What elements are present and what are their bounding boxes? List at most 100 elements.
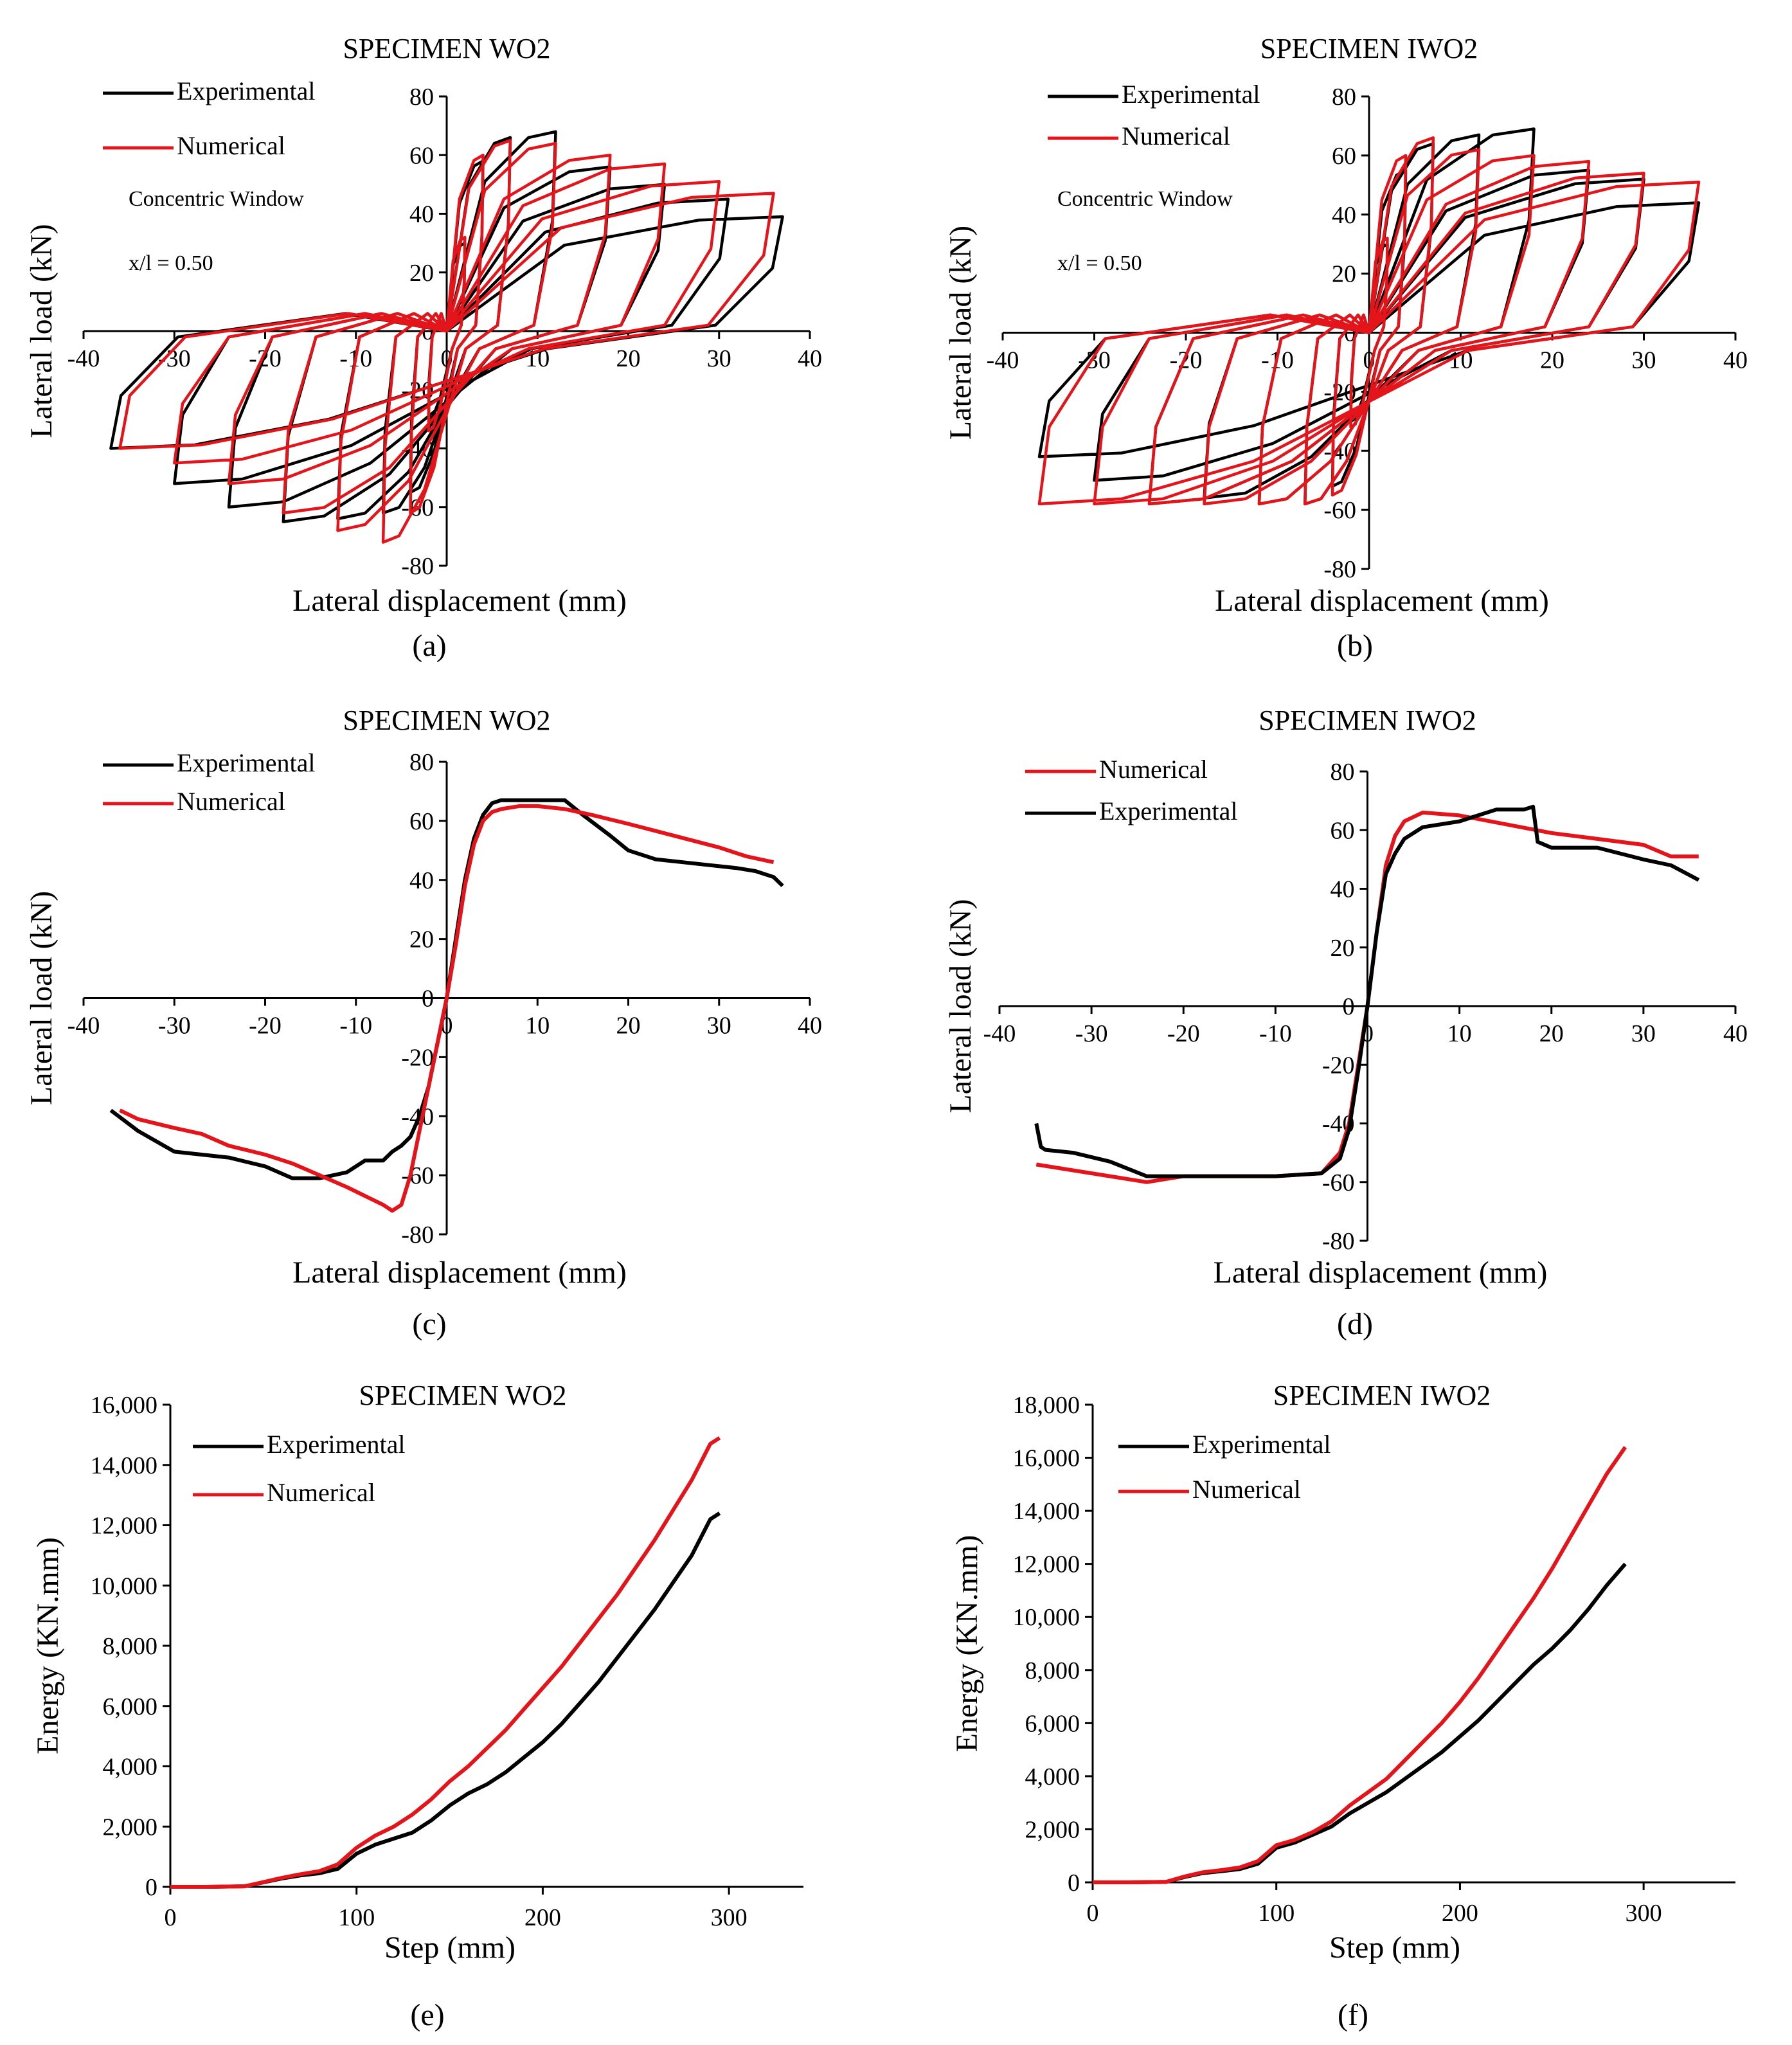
x-tick-label: 30	[1632, 347, 1656, 374]
x-tick-label: 200	[1442, 1900, 1478, 1927]
y-tick-label: 12,000	[91, 1513, 158, 1540]
x-tick-label: 300	[711, 1904, 748, 1931]
y-tick-label: 10,000	[91, 1572, 158, 1599]
y-tick-label: 2,000	[103, 1814, 158, 1841]
y-axis-label: Lateral load (kN)	[944, 226, 978, 440]
panel-label: (d)	[1337, 1307, 1373, 1341]
x-tick-label: 20	[1540, 347, 1564, 374]
x-tick-label: -40	[67, 345, 100, 372]
x-axis-label: Lateral displacement (mm)	[1214, 1256, 1548, 1290]
y-tick-label: 80	[1331, 759, 1355, 786]
y-axis-label: Lateral load (kN)	[24, 224, 58, 438]
x-tick-label: 20	[616, 1013, 641, 1040]
legend-label: Experimental	[1122, 80, 1260, 109]
y-tick-label: -80	[401, 1221, 434, 1248]
chart-title: SPECIMEN IWO2	[1273, 1380, 1491, 1411]
chart-a: SPECIMEN WO2-40 -30 -20 -10 0 10 20 30 40-80-60-…	[24, 33, 822, 663]
x-tick-label: -30	[1075, 1020, 1108, 1047]
y-axis-label: Energy (KN.mm)	[31, 1537, 65, 1754]
y-tick-label: 8,000	[103, 1633, 158, 1660]
chart-title: SPECIMEN IWO2	[1260, 33, 1478, 64]
x-tick-label: 10	[525, 1013, 550, 1040]
x-axis-label: Lateral displacement (mm)	[292, 1256, 627, 1290]
x-tick-label: 10	[1447, 1020, 1472, 1047]
y-tick-label: -60	[1322, 1169, 1355, 1196]
y-tick-label: 20	[409, 926, 434, 953]
chart-title: SPECIMEN IWO2	[1259, 705, 1476, 736]
chart-title: SPECIMEN WO2	[359, 1380, 566, 1411]
legend-label: Numerical	[177, 787, 285, 816]
panel-label: (b)	[1337, 629, 1373, 663]
y-tick-label: 4,000	[1025, 1763, 1080, 1790]
chart-d: SPECIMEN IWO2 -40 -30 -20 -10 0 10 20 30 40 -80 -60…	[944, 705, 1748, 1341]
x-tick-label: -40	[67, 1013, 100, 1040]
series-line-numerical	[118, 139, 775, 544]
annotation-text: x/l = 0.50	[1057, 251, 1142, 275]
legend-label: Numerical	[1099, 755, 1208, 784]
x-axis-label: Step (mm)	[1329, 1931, 1460, 1965]
panel-label: (a)	[412, 629, 446, 663]
x-tick-label: 30	[1631, 1020, 1656, 1047]
x-tick-label: -10	[1259, 1020, 1292, 1047]
y-tick-label: 12,000	[1013, 1551, 1080, 1578]
x-axis-label: Lateral displacement (mm)	[292, 584, 627, 618]
y-tick-label: 80	[409, 84, 434, 111]
x-tick-label: 30	[707, 345, 731, 372]
series-line-numerical	[119, 804, 775, 1213]
y-axis-label: Energy (KN.mm)	[950, 1535, 984, 1752]
legend-label: Experimental	[1099, 797, 1237, 825]
y-tick-label: 8,000	[1025, 1657, 1080, 1684]
y-axis-label: Lateral load (kN)	[944, 899, 978, 1113]
x-tick-label: 40	[1723, 1020, 1748, 1047]
series-line-experimental	[1034, 804, 1700, 1178]
y-tick-label: -80	[1323, 556, 1356, 583]
y-tick-label: -60	[1323, 497, 1356, 524]
panel-label: (c)	[412, 1307, 446, 1341]
y-tick-label: 40	[1331, 876, 1355, 903]
y-tick-label: -20	[1322, 1052, 1355, 1079]
chart-e: SPECIMEN WO2 0 100 200 300 0 2,000 4,000 6,000 8,…	[31, 1380, 803, 2032]
legend-label: Experimental	[177, 77, 315, 105]
legend-label: Numerical	[267, 1478, 375, 1507]
x-axis-label: Lateral displacement (mm)	[1215, 584, 1549, 618]
y-tick-label: 60	[409, 808, 434, 835]
annotation-text: x/l = 0.50	[129, 251, 213, 275]
series-line-numerical	[170, 1436, 721, 1889]
y-tick-label: 60	[1331, 817, 1355, 844]
legend-label: Numerical	[1122, 122, 1230, 150]
y-tick-label: 20	[409, 260, 434, 287]
y-tick-label: 0	[422, 986, 434, 1013]
y-tick-label: 6,000	[103, 1693, 158, 1720]
y-tick-label: 4,000	[103, 1754, 158, 1781]
chart-c: SPECIMEN WO2-40 -30 -20 -10 0 10 20 30 40-80-60-…	[24, 705, 822, 1341]
legend-label: Experimental	[177, 748, 315, 777]
y-tick-label: 2,000	[1025, 1816, 1080, 1843]
panel-label: (f)	[1338, 1998, 1368, 2032]
x-tick-label: -20	[1167, 1020, 1200, 1047]
x-tick-label: 200	[524, 1904, 561, 1931]
x-tick-label: -20	[1170, 347, 1203, 374]
x-tick-label: -10	[339, 1013, 372, 1040]
legend-label: Numerical	[177, 131, 285, 160]
y-tick-label: 0	[145, 1874, 157, 1901]
y-tick-label: -20	[401, 1044, 434, 1071]
y-tick-label: 20	[1331, 935, 1355, 962]
y-tick-label: 16,000	[91, 1392, 158, 1419]
legend-label: Numerical	[1192, 1475, 1301, 1504]
x-tick-label: 0	[165, 1904, 177, 1931]
panel-label: (e)	[410, 1998, 444, 2032]
x-tick-label: 20	[616, 345, 641, 372]
x-tick-label: 40	[798, 345, 822, 372]
series-line-numerical	[1093, 1446, 1627, 1884]
annotation-text: Concentric Window	[1057, 187, 1233, 211]
x-tick-label: 30	[707, 1013, 731, 1040]
x-axis-label: Step (mm)	[384, 1931, 515, 1965]
x-tick-label: -30	[158, 1013, 191, 1040]
legend-label: Experimental	[267, 1430, 405, 1459]
annotation-text: Concentric Window	[129, 187, 304, 211]
x-tick-label: -40	[987, 347, 1019, 374]
y-tick-label: 40	[1332, 202, 1356, 229]
legend-label: Experimental	[1192, 1430, 1331, 1459]
y-axis-label: Lateral load (kN)	[24, 891, 58, 1105]
